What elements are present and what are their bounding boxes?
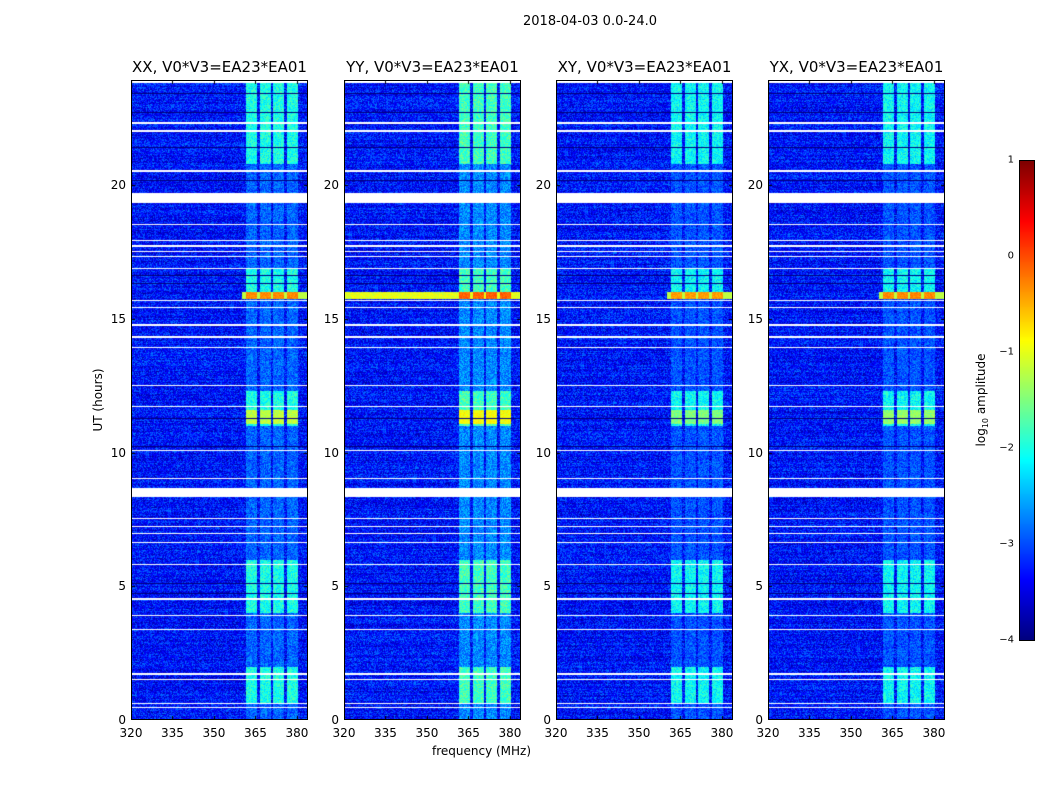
x-tick-label: 335 — [586, 726, 609, 740]
panel-title: YY, V0*V3=EA23*EA01 — [346, 58, 519, 76]
x-tick-label: 380 — [710, 726, 734, 740]
y-tick-label: 15 — [535, 311, 551, 326]
y-tick-label: 10 — [323, 445, 339, 460]
colorbar-tick-label: −3 — [999, 538, 1014, 550]
y-tick-label: 15 — [323, 311, 339, 326]
x-tick-label: 320 — [332, 726, 356, 740]
x-tick-label: 365 — [881, 726, 904, 740]
heatmap-panel-xy: XY, V0*V3=EA23*EA01 320 335 350 365 380 0 5 10 15… — [536, 58, 734, 740]
y-tick-label: 20 — [110, 178, 126, 193]
colorbar-tick-label: 0 — [1007, 250, 1014, 262]
x-tick-label: 380 — [498, 726, 522, 740]
x-tick-label: 350 — [202, 726, 226, 740]
y-tick-label: 10 — [535, 445, 551, 460]
x-tick-label: 365 — [457, 726, 480, 740]
y-tick-label: 15 — [110, 311, 126, 326]
colorbar-tick-label: −4 — [999, 634, 1014, 646]
colorbar-tick-label: −2 — [999, 442, 1014, 454]
x-tick-label: 335 — [374, 726, 397, 740]
x-tick-label: 335 — [798, 726, 821, 740]
y-tick-label: 20 — [747, 178, 763, 193]
y-tick-label: 5 — [331, 579, 339, 594]
y-tick-label: 20 — [535, 178, 551, 193]
x-tick-label: 380 — [285, 726, 309, 740]
y-tick-label: 0 — [118, 713, 126, 727]
x-tick-label: 350 — [839, 726, 863, 740]
y-tick-label: 5 — [118, 579, 126, 594]
x-tick-label: 320 — [756, 726, 780, 740]
x-tick-label: 350 — [627, 726, 651, 740]
y-tick-label: 0 — [331, 713, 339, 727]
panel-title: YX, V0*V3=EA23*EA01 — [769, 58, 944, 76]
x-tick-label: 365 — [244, 726, 267, 740]
heatmap-image — [344, 80, 521, 720]
x-tick-label: 320 — [544, 726, 568, 740]
y-tick-label: 15 — [747, 311, 763, 326]
y-tick-label: 20 — [323, 178, 339, 193]
heatmap-panel-yy: YY, V0*V3=EA23*EA01 320 335 350 365 380 0 5 10 15… — [324, 58, 522, 740]
y-tick-label: 0 — [755, 713, 763, 727]
x-tick-label: 320 — [119, 726, 143, 740]
heatmap-panel-xx: XX, V0*V3=EA23*EA01 320 335 350 365 380 0 5 10 15… — [111, 58, 309, 740]
heatmap-image — [131, 80, 308, 720]
colorbar-tick-label: 1 — [1007, 154, 1014, 166]
x-axis-label: frequency (MHz) — [432, 744, 532, 758]
x-tick-label: 380 — [922, 726, 946, 740]
y-tick-label: 5 — [543, 579, 551, 594]
heatmap-panel-yx: YX, V0*V3=EA23*EA01 320 335 350 365 380 0 5 10 15… — [748, 58, 946, 740]
x-tick-label: 365 — [669, 726, 692, 740]
panel-title: XY, V0*V3=EA23*EA01 — [557, 58, 732, 76]
x-tick-label: 350 — [415, 726, 439, 740]
y-tick-label: 5 — [755, 579, 763, 594]
x-tick-label: 335 — [161, 726, 184, 740]
heatmap-image — [768, 80, 945, 720]
colorbar — [1019, 160, 1035, 641]
y-tick-label: 10 — [110, 445, 126, 460]
y-tick-label: 0 — [543, 713, 551, 727]
figure-title: 2018-04-03 0.0-24.0 — [523, 14, 657, 29]
y-tick-label: 10 — [747, 445, 763, 460]
colorbar-tick-label: −1 — [999, 346, 1014, 358]
y-axis-label: UT (hours) — [91, 368, 105, 432]
heatmap-image — [556, 80, 733, 720]
colorbar-label: log10 amplitude — [973, 353, 991, 447]
panel-title: XX, V0*V3=EA23*EA01 — [132, 58, 307, 76]
